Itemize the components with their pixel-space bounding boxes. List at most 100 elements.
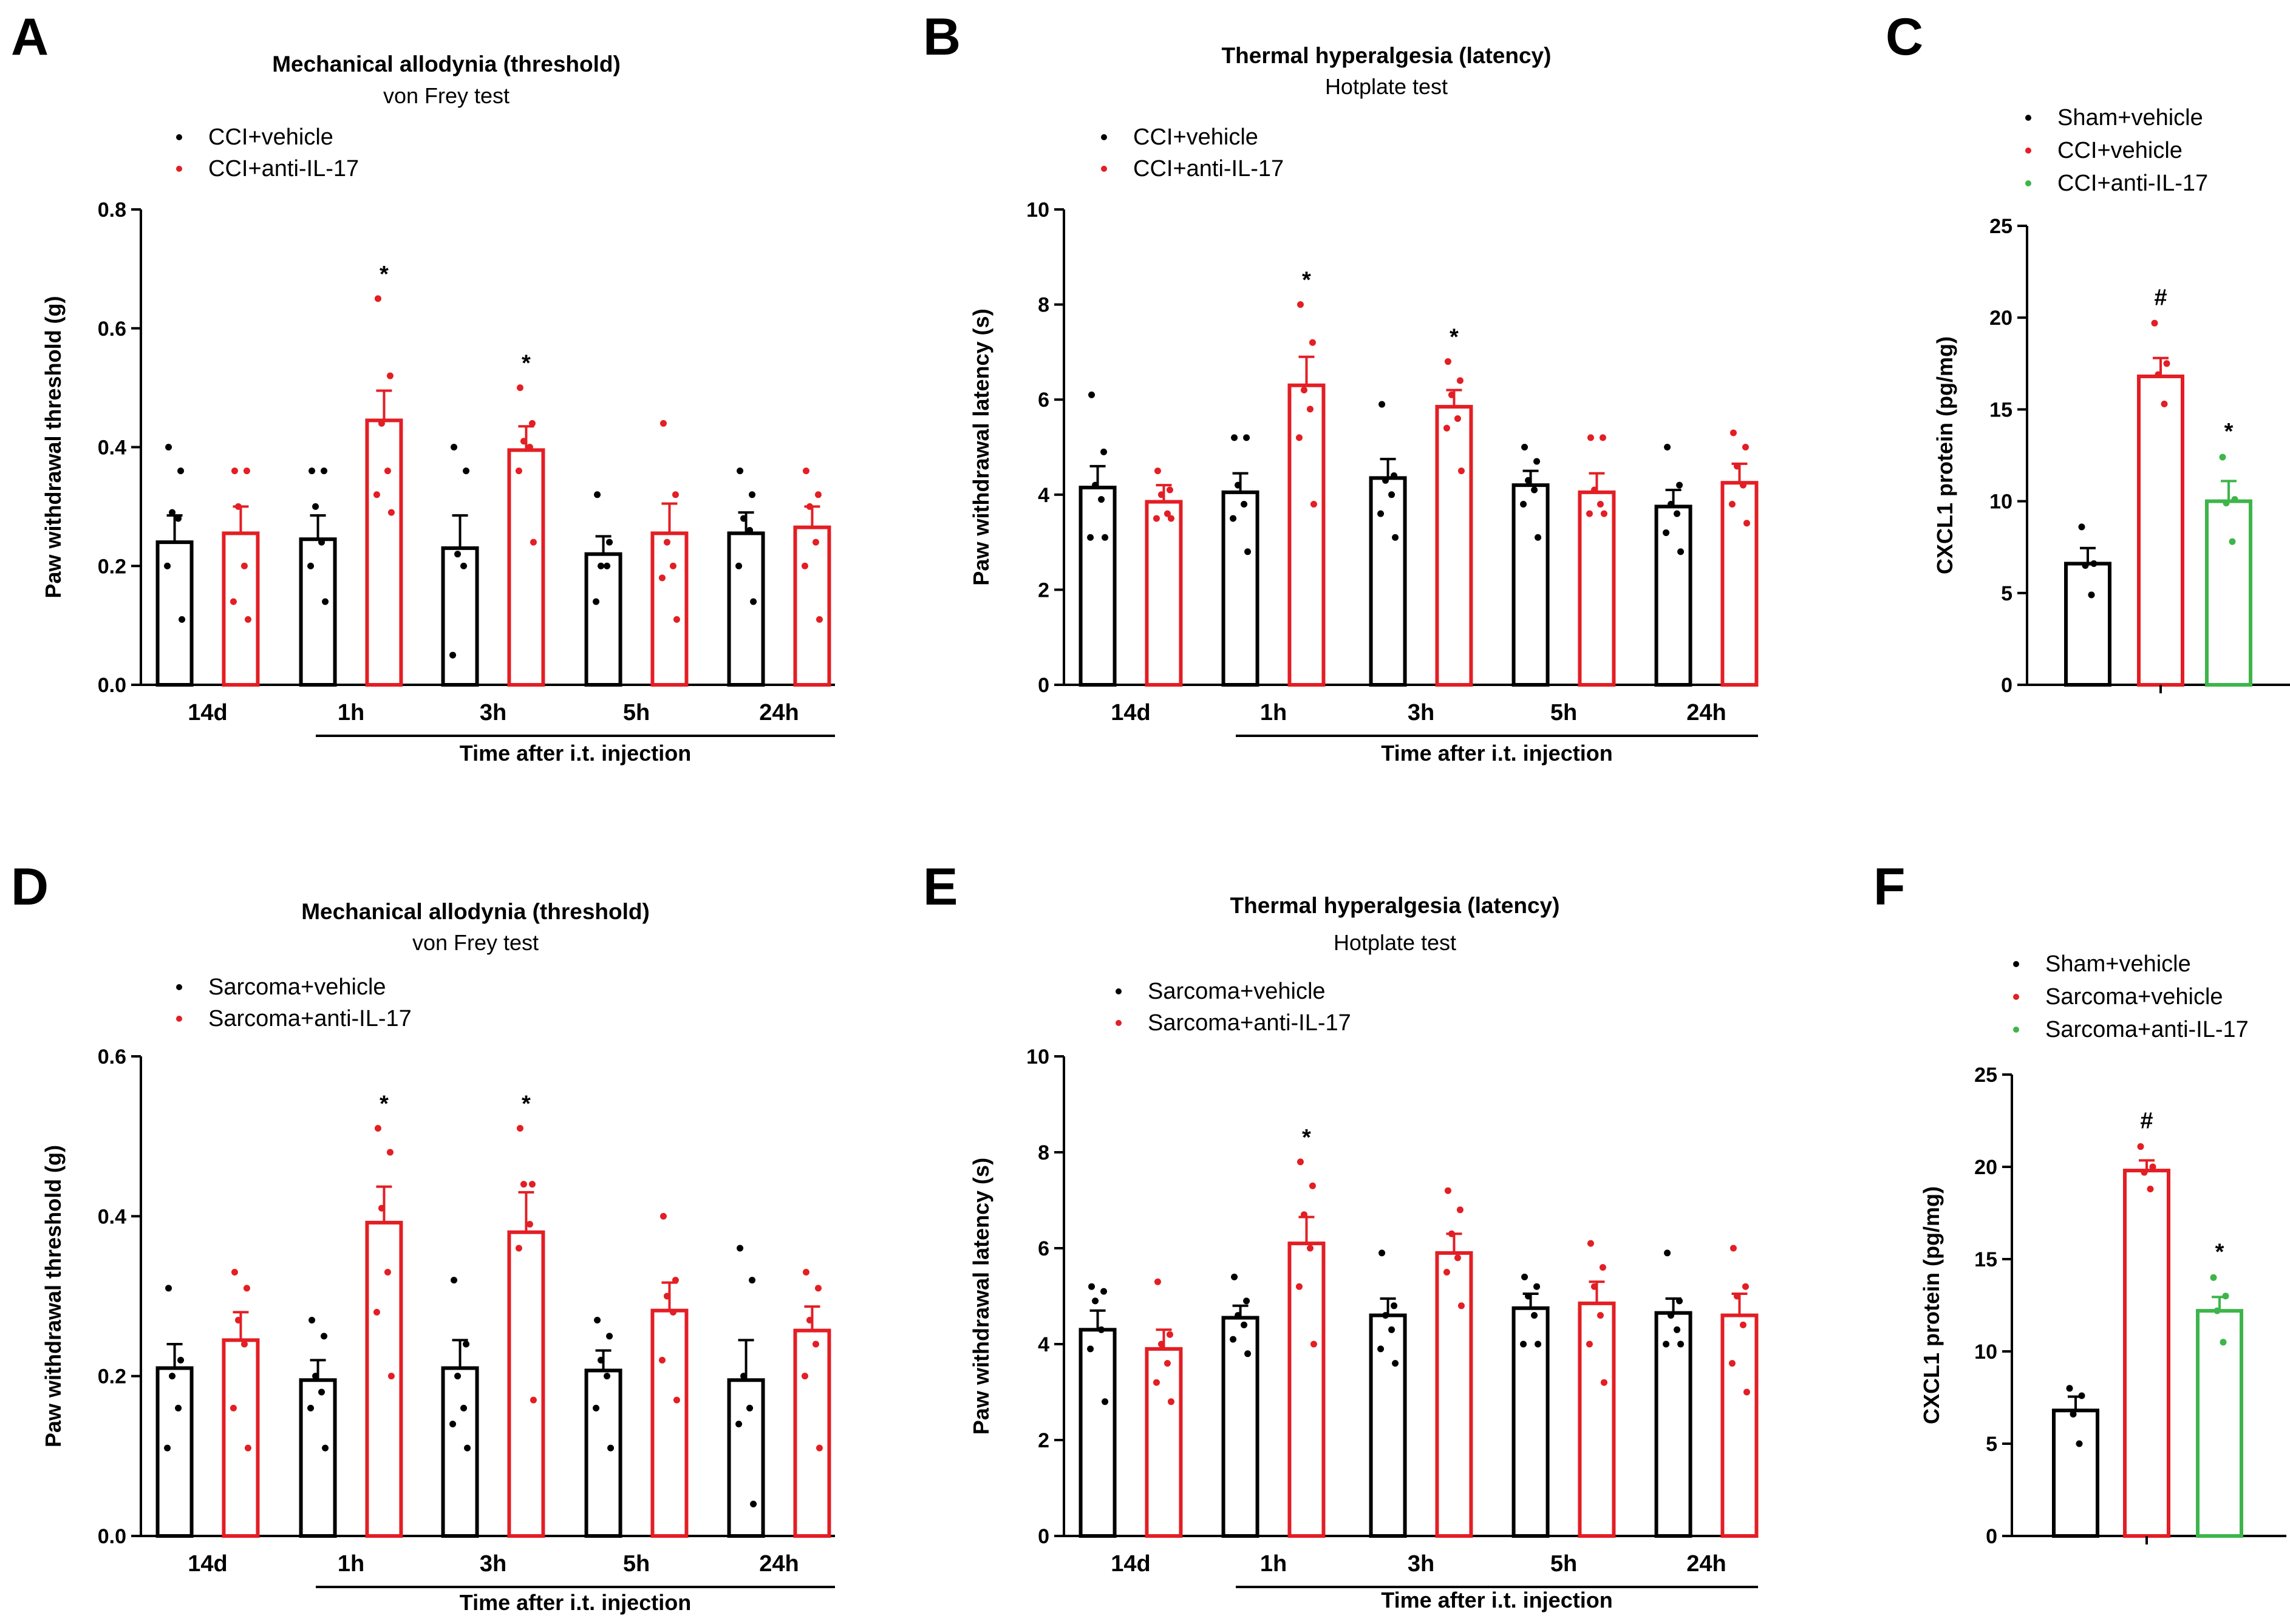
y-tick-label: 25 [1989,215,2012,238]
data-point [593,598,600,605]
x-category-label: 24h [759,1551,799,1577]
data-point [1243,1297,1250,1305]
data-point [318,539,325,546]
data-point [1533,1283,1541,1290]
data-point [520,438,527,445]
data-point [2155,371,2162,378]
data-point [749,1277,756,1284]
data-point [234,503,242,510]
bar [650,531,689,687]
legend-marker [2025,148,2031,154]
y-tick-label: 6 [1038,389,1049,412]
data-point [1663,529,1670,536]
data-point [1456,1206,1464,1214]
y-tick-label: 8 [1038,294,1049,317]
data-point [1728,1360,1736,1367]
x-category-label: 14d [1111,700,1150,725]
data-point [243,467,250,475]
data-point [1235,1312,1242,1319]
data-point [169,1373,176,1380]
data-point [1157,491,1165,498]
data-point [244,1444,251,1452]
data-point [1153,1379,1160,1386]
chart-title: Thermal hyperalgesia (latency) [1222,43,1552,68]
x-category-label: 5h [623,1551,650,1577]
data-point [231,1269,238,1276]
data-point [1153,515,1160,522]
data-point [1244,548,1252,555]
data-point [231,467,238,475]
y-tick-label: 5 [2001,582,2012,605]
y-tick-label: 25 [1974,1064,1997,1087]
x-category-label: 24h [1686,1551,1726,1577]
data-point [318,1388,325,1396]
x-axis-title: Time after i.t. injection [1381,1588,1612,1612]
data-point [1230,1336,1237,1343]
significance-mark: * [1302,1125,1311,1150]
data-point [1535,1340,1542,1348]
data-point [164,562,171,569]
data-point [2222,1293,2229,1300]
data-point [1166,1331,1173,1338]
data-point [2231,496,2238,503]
data-point [1377,510,1385,517]
data-point [1600,1379,1607,1386]
data-point [1743,1388,1750,1396]
data-point [1600,510,1607,517]
y-tick-label: 0.6 [98,318,126,341]
data-point [175,515,182,522]
bar [507,1230,545,1538]
legend-marker [1101,134,1107,140]
y-tick-label: 0.2 [98,1365,126,1388]
y-tick-label: 0.2 [98,555,126,578]
x-category-label: 14d [1111,1551,1150,1577]
data-point [230,598,237,605]
data-point [1377,1345,1385,1353]
data-point [1388,491,1395,498]
data-point [1100,1288,1108,1295]
data-point [2219,454,2226,461]
data-point [460,562,468,569]
bar [2064,562,2111,687]
data-point [737,467,744,475]
data-point [604,1373,611,1380]
data-point [312,503,319,510]
panel-b: B Thermal hyperalgesia (latency) Hotplate … [923,8,1759,766]
bar [1578,1301,1616,1538]
x-category-label: 1h [1260,1551,1287,1577]
data-point [816,1444,823,1452]
data-point [593,1404,600,1412]
data-point [607,1444,615,1452]
x-category-label: 5h [1550,700,1577,725]
bar [1435,404,1473,687]
data-point [1729,1245,1737,1252]
data-point [179,616,186,623]
significance-mark: * [522,1092,531,1117]
data-point [1231,434,1238,441]
data-point [1098,496,1105,503]
bar [222,1338,260,1538]
bar [1145,500,1183,687]
x-axis-title: Time after i.t. injection [1381,741,1612,766]
data-point [2220,1339,2227,1346]
y-axis-title: Paw withdrawal latency (s) [969,1158,993,1435]
data-point [307,1404,315,1412]
data-point [1166,486,1173,494]
chart-subtitle: Hotplate test [1325,74,1448,99]
y-tick-label: 8 [1038,1141,1049,1164]
data-point [1444,1187,1451,1194]
chart-title: Mechanical allodynia (threshold) [301,899,650,924]
x-category-label: 3h [1408,700,1434,725]
y-tick-label: 2 [1038,579,1049,602]
data-point [659,1212,667,1220]
bar [1079,486,1117,687]
data-point [1157,1340,1165,1348]
data-point [464,1444,471,1452]
legend-marker [2025,180,2031,186]
data-point [1309,339,1316,346]
legend-label: Sarcoma+anti-IL-17 [208,1006,412,1031]
chart-subtitle: von Frey test [383,83,509,108]
data-point [1306,406,1314,413]
legend-label: CCI+anti-IL-17 [1133,156,1284,182]
data-point [1309,1182,1316,1189]
